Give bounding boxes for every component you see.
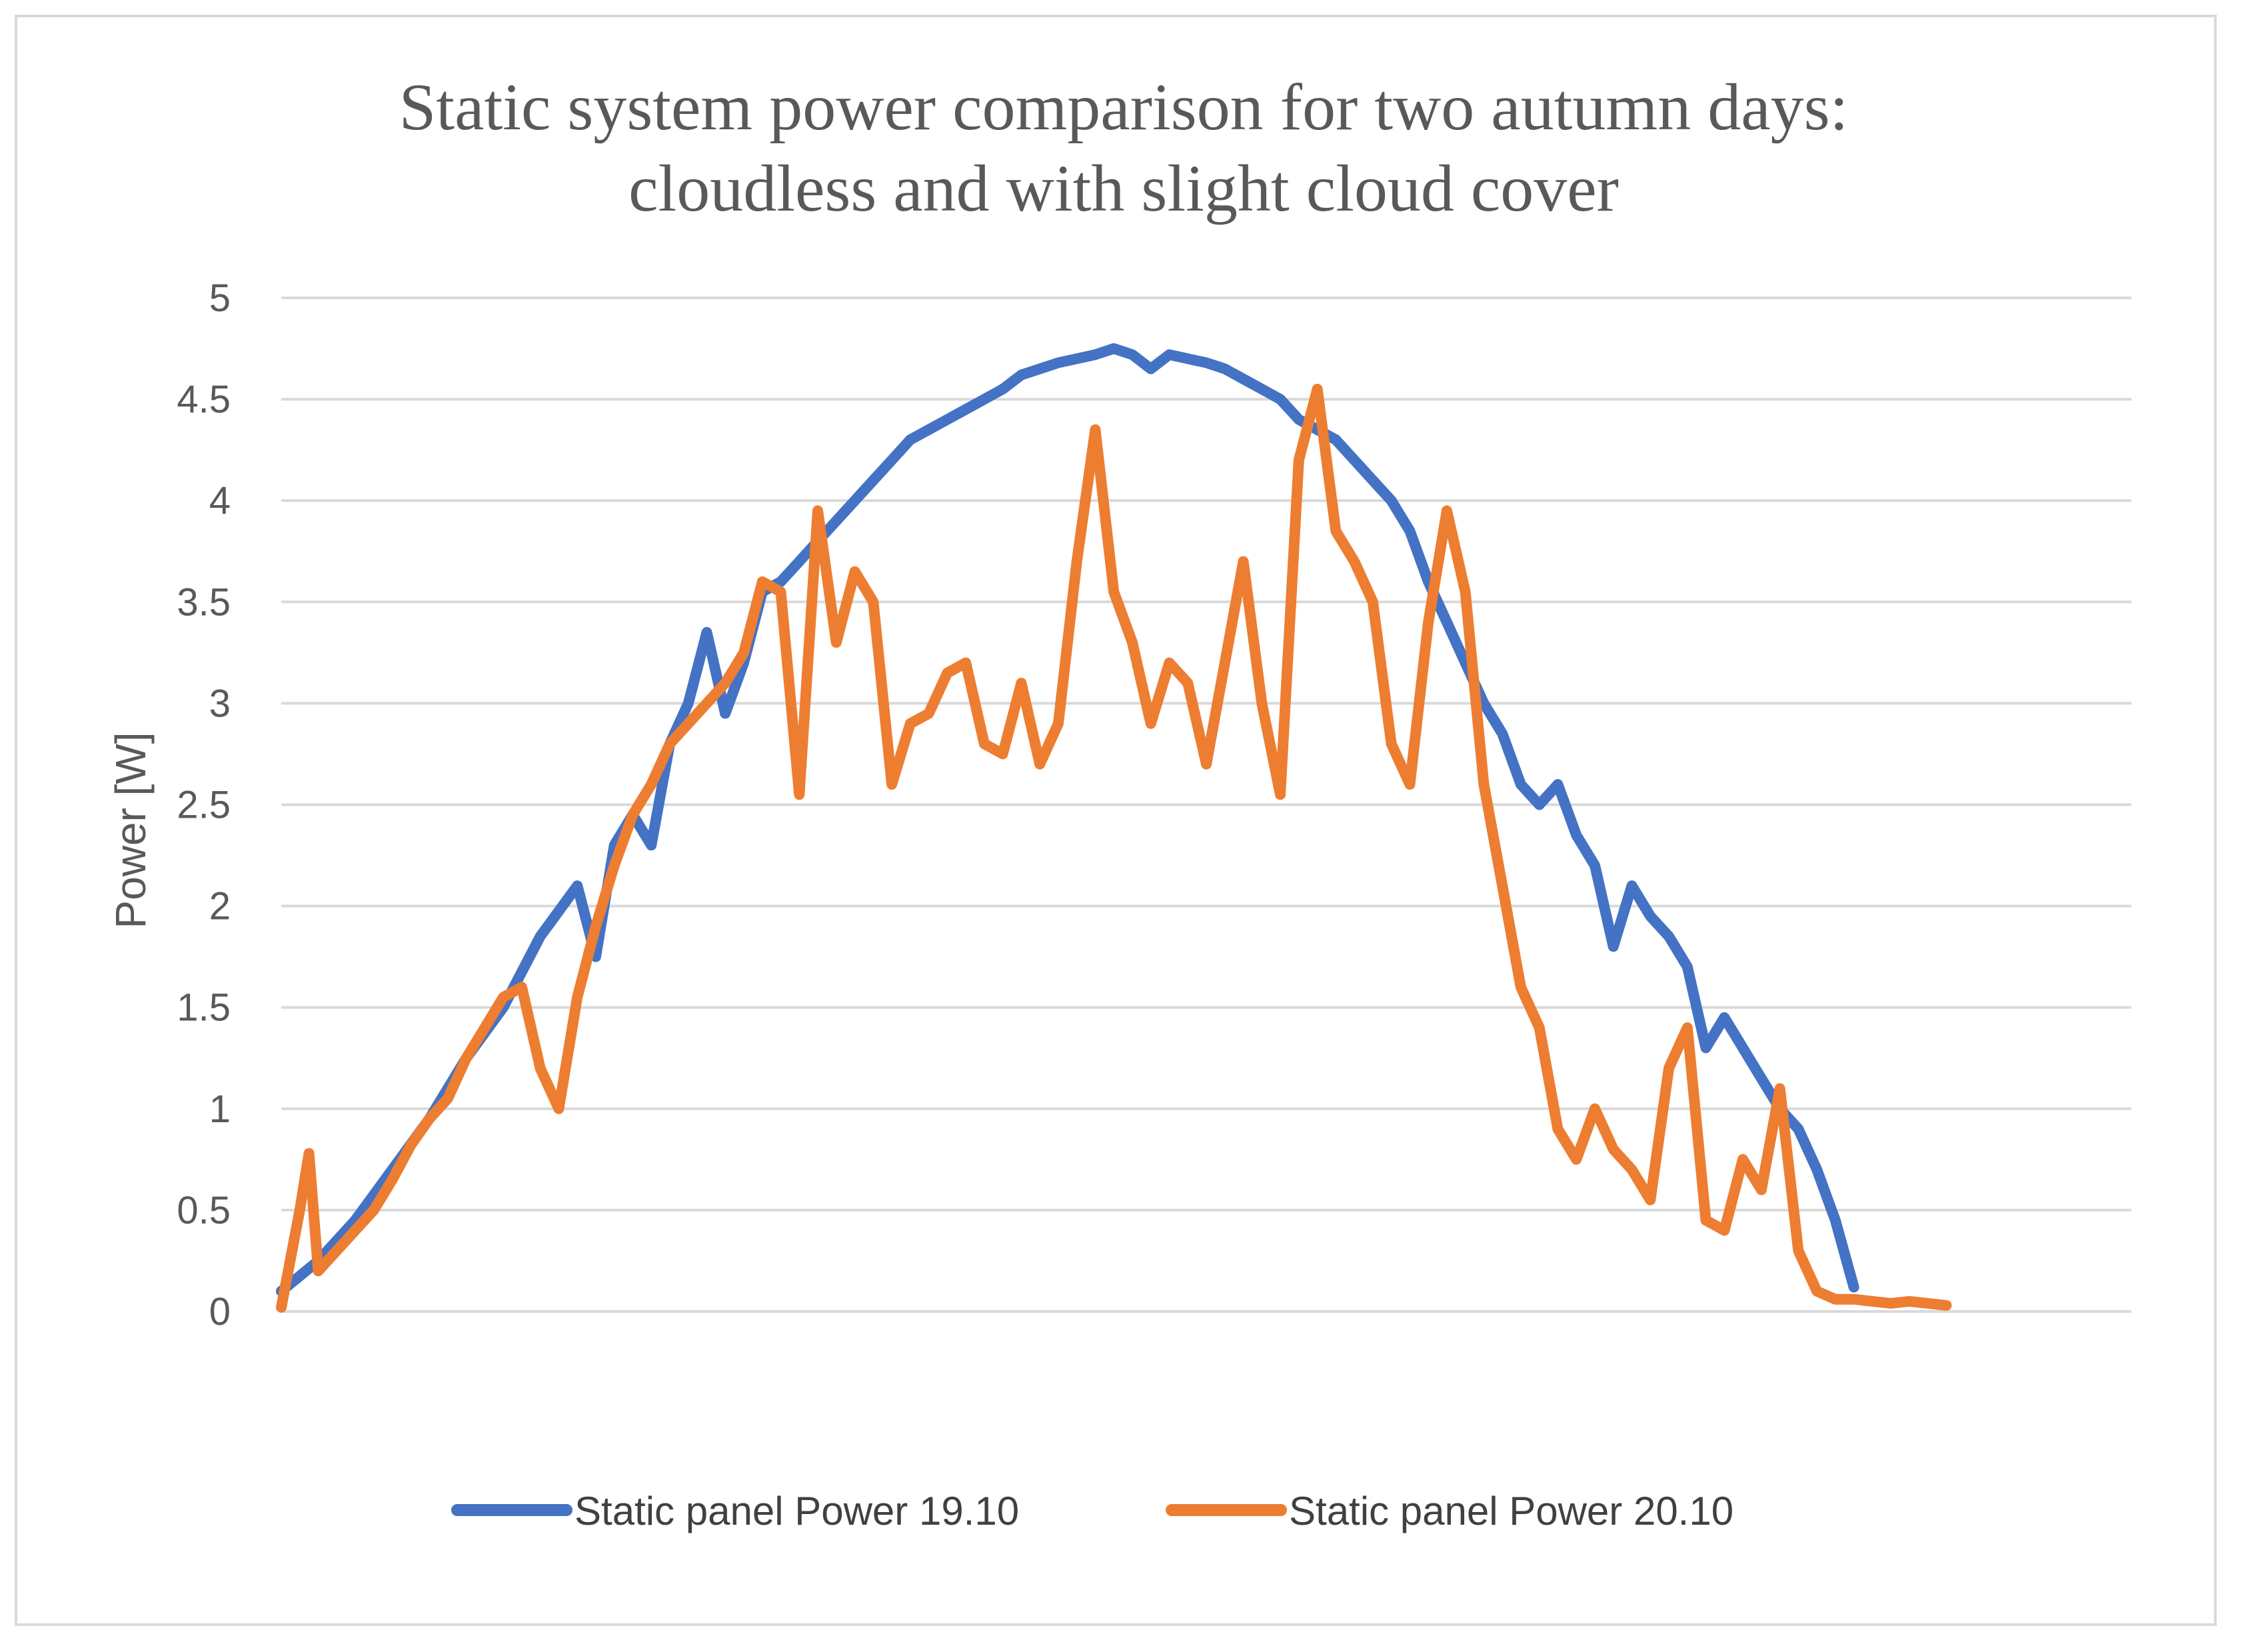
y-tick-label: 3 — [209, 682, 231, 725]
y-tick-label: 1.5 — [177, 986, 231, 1030]
line-chart: Static system power comparison for two a… — [107, 70, 2131, 1533]
y-tick-label: 3.5 — [177, 580, 231, 624]
y-tick-label: 0 — [209, 1290, 231, 1333]
y-tick-label: 4.5 — [177, 378, 231, 421]
gridlines — [281, 297, 2131, 1313]
y-tick-label: 2 — [209, 885, 231, 928]
legend-label-19-10: Static panel Power 19.10 — [574, 1489, 1019, 1533]
chart-title-line-2: cloudless and with slight cloud cover — [628, 151, 1619, 225]
y-tick-label: 2.5 — [177, 784, 231, 827]
series-lines — [276, 343, 1952, 1313]
chart-title: Static system power comparison for two a… — [399, 70, 1849, 225]
legend: Static panel Power 19.10 Static panel Po… — [451, 1489, 1733, 1533]
y-axis-title: Power [W] — [107, 732, 155, 928]
chart-frame: Static system power comparison for two a… — [15, 15, 2217, 1626]
y-tick-label: 4 — [209, 479, 231, 522]
legend-label-20-10: Static panel Power 20.10 — [1289, 1489, 1733, 1533]
series-line-20-10 — [276, 383, 1952, 1313]
chart-title-line-1: Static system power comparison for two a… — [399, 70, 1849, 144]
y-tick-label: 1 — [209, 1088, 231, 1131]
y-tick-label: 5 — [209, 277, 231, 320]
y-tick-label: 0.5 — [177, 1189, 231, 1232]
y-axis-tick-labels: 0 0.5 1 1.5 2 2.5 3 3.5 4 4.5 5 — [177, 277, 231, 1333]
